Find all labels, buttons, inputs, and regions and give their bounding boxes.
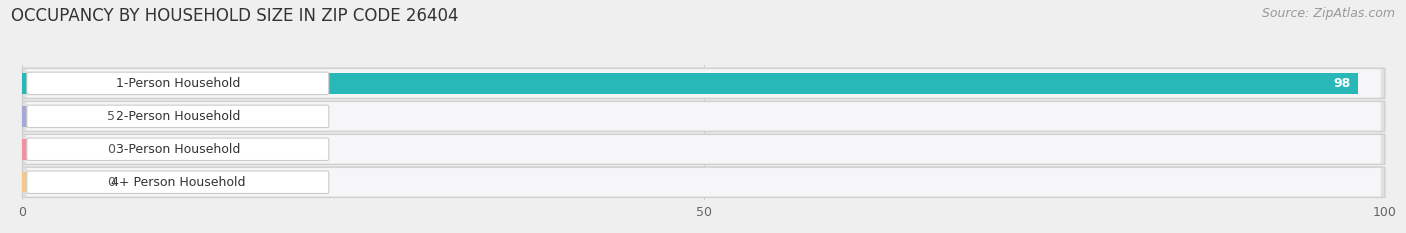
Bar xyxy=(22,172,90,192)
Bar xyxy=(22,106,90,127)
Text: 98: 98 xyxy=(1334,77,1351,90)
Text: Source: ZipAtlas.com: Source: ZipAtlas.com xyxy=(1261,7,1395,20)
FancyBboxPatch shape xyxy=(22,101,1385,131)
Bar xyxy=(22,73,1358,94)
FancyBboxPatch shape xyxy=(27,138,329,161)
FancyBboxPatch shape xyxy=(27,105,329,127)
Text: OCCUPANCY BY HOUSEHOLD SIZE IN ZIP CODE 26404: OCCUPANCY BY HOUSEHOLD SIZE IN ZIP CODE … xyxy=(11,7,458,25)
FancyBboxPatch shape xyxy=(22,134,1385,164)
Text: 4+ Person Household: 4+ Person Household xyxy=(111,176,245,189)
FancyBboxPatch shape xyxy=(27,135,1381,164)
FancyBboxPatch shape xyxy=(22,106,90,127)
Text: 3-Person Household: 3-Person Household xyxy=(115,143,240,156)
Text: 2-Person Household: 2-Person Household xyxy=(115,110,240,123)
FancyBboxPatch shape xyxy=(27,102,1381,130)
FancyBboxPatch shape xyxy=(22,68,1385,99)
Text: 0: 0 xyxy=(107,176,115,189)
FancyBboxPatch shape xyxy=(22,73,1358,94)
Text: 0: 0 xyxy=(107,143,115,156)
FancyBboxPatch shape xyxy=(27,72,329,95)
FancyBboxPatch shape xyxy=(27,69,1381,98)
FancyBboxPatch shape xyxy=(27,168,1381,196)
FancyBboxPatch shape xyxy=(27,171,329,193)
Text: 1-Person Household: 1-Person Household xyxy=(115,77,240,90)
FancyBboxPatch shape xyxy=(22,167,1385,197)
Text: 5: 5 xyxy=(107,110,115,123)
Bar xyxy=(22,139,90,160)
